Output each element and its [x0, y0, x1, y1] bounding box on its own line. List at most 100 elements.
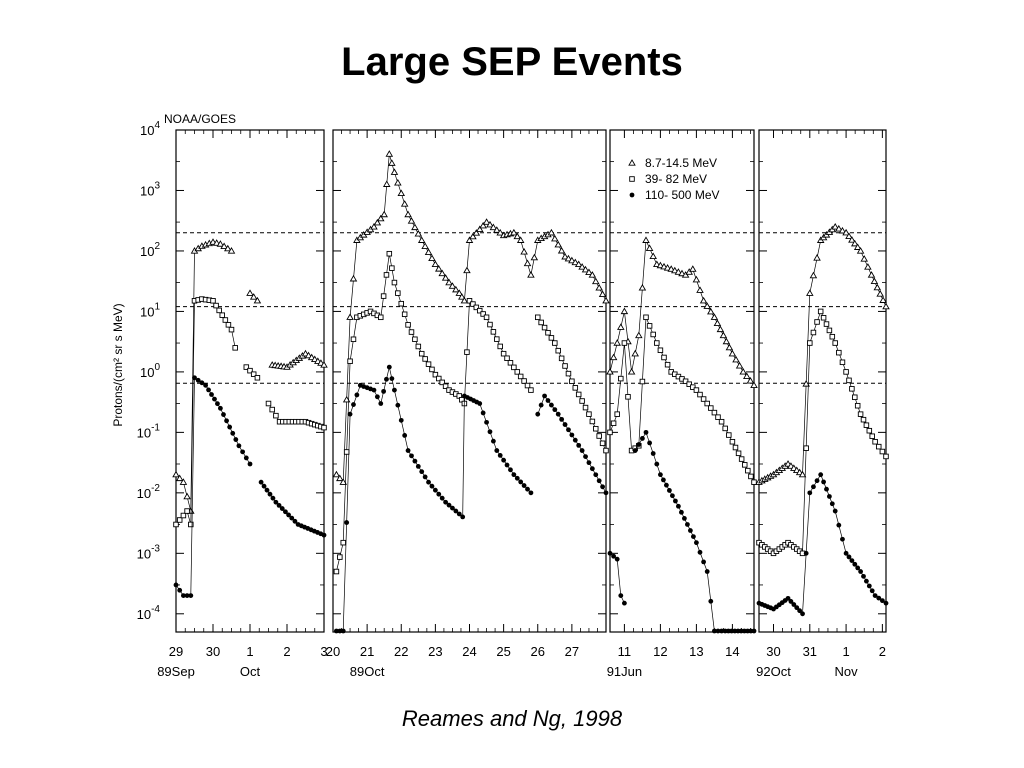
triangle-marker	[739, 367, 747, 375]
legend: 8.7-14.5 MeV 39- 82 MeV 110- 500 MeV	[628, 156, 720, 202]
x-sub-label: Nov	[835, 664, 859, 679]
dot-marker	[247, 461, 253, 467]
triangle-marker	[510, 228, 518, 236]
dot-marker	[422, 474, 428, 480]
citation: Reames and Ng, 1998	[401, 706, 623, 731]
dot-marker	[494, 448, 500, 453]
x-tick-label: 24	[462, 644, 476, 659]
series-line	[758, 473, 887, 615]
x-tick-label: 13	[689, 644, 703, 659]
dot-marker	[852, 561, 858, 567]
dot-marker	[508, 467, 513, 473]
triangle-marker	[667, 265, 675, 272]
triangle-marker	[342, 395, 351, 403]
dot-marker	[354, 392, 360, 398]
dot-marker	[409, 453, 414, 459]
square-marker	[222, 317, 229, 323]
dot-marker	[614, 556, 620, 562]
triangle-marker	[722, 337, 731, 345]
triangle-marker	[394, 178, 402, 186]
dot-marker	[866, 583, 872, 589]
square-marker	[548, 335, 555, 341]
square-marker	[333, 568, 340, 575]
x-tick-label: 14	[725, 644, 739, 659]
x-tick-label: 31	[803, 644, 817, 659]
dot-marker	[270, 495, 276, 501]
triangle-marker	[645, 244, 654, 251]
dot-marker	[691, 534, 696, 540]
dot-marker	[276, 502, 282, 508]
dot-marker	[337, 628, 343, 634]
square-marker	[487, 321, 493, 328]
dot-marker	[800, 611, 805, 617]
triangle-marker	[551, 234, 559, 242]
square-marker	[347, 358, 353, 364]
dot-marker	[708, 598, 714, 604]
x-tick-label: 11	[618, 644, 632, 659]
dot-marker	[514, 475, 520, 481]
triangle-marker	[561, 252, 569, 260]
triangle-marker	[571, 258, 580, 266]
dot-marker	[555, 411, 561, 417]
triangle-marker	[527, 271, 535, 278]
dot-marker	[814, 478, 820, 484]
square-marker	[389, 265, 395, 271]
square-marker	[607, 429, 613, 436]
dot-marker	[258, 479, 264, 485]
dot-marker	[701, 559, 706, 565]
square-marker	[866, 427, 873, 434]
triangle-marker	[516, 236, 525, 243]
series-triangle	[332, 150, 610, 485]
triangle-marker	[620, 307, 629, 315]
dot-marker	[566, 427, 571, 433]
dot-marker	[876, 595, 882, 601]
triangle-marker	[696, 286, 704, 293]
square-marker	[883, 453, 889, 460]
dot-marker	[283, 509, 288, 515]
square-marker	[565, 370, 572, 377]
dot-marker	[374, 394, 380, 400]
triangle-marker	[224, 244, 232, 252]
dot-marker	[227, 424, 233, 430]
dot-marker	[569, 432, 575, 438]
triangle-marker	[653, 260, 661, 268]
dot-marker	[600, 484, 605, 490]
square-marker	[643, 314, 649, 321]
legend-label: 110- 500 MeV	[645, 188, 720, 202]
dot-marker	[715, 628, 721, 634]
triangle-marker	[628, 159, 636, 166]
square-marker	[265, 400, 272, 407]
y-axis-label: Protons/(cm² sr s MeV)	[111, 303, 125, 426]
square-marker	[745, 467, 751, 474]
dot-marker	[586, 460, 592, 466]
dot-marker	[240, 449, 246, 455]
triangle-marker	[172, 470, 180, 478]
x-tick-label: 21	[360, 644, 374, 659]
dot-marker	[446, 502, 452, 508]
triangle-marker	[479, 221, 487, 229]
dot-marker	[273, 499, 279, 505]
square-marker	[839, 359, 846, 366]
square-marker	[661, 354, 667, 361]
dot-marker	[209, 392, 214, 397]
square-marker	[507, 360, 514, 366]
square-marker	[538, 319, 544, 326]
dot-marker	[607, 550, 613, 556]
square-marker	[422, 356, 428, 362]
dot-marker	[392, 387, 397, 393]
dot-marker	[412, 458, 418, 464]
square-marker	[514, 369, 521, 375]
triangle-marker	[523, 259, 532, 267]
x-tick-label: 29	[169, 644, 183, 659]
square-marker	[528, 387, 534, 393]
square-marker	[610, 420, 617, 427]
square-marker	[228, 326, 235, 333]
series-line	[336, 154, 607, 484]
triangle-marker	[598, 290, 607, 297]
dot-marker	[340, 628, 346, 634]
triangle-marker	[853, 243, 862, 250]
triangle-marker	[554, 240, 563, 248]
dot-marker	[504, 462, 510, 468]
dot-marker	[643, 429, 649, 435]
triangle-marker	[253, 296, 262, 304]
